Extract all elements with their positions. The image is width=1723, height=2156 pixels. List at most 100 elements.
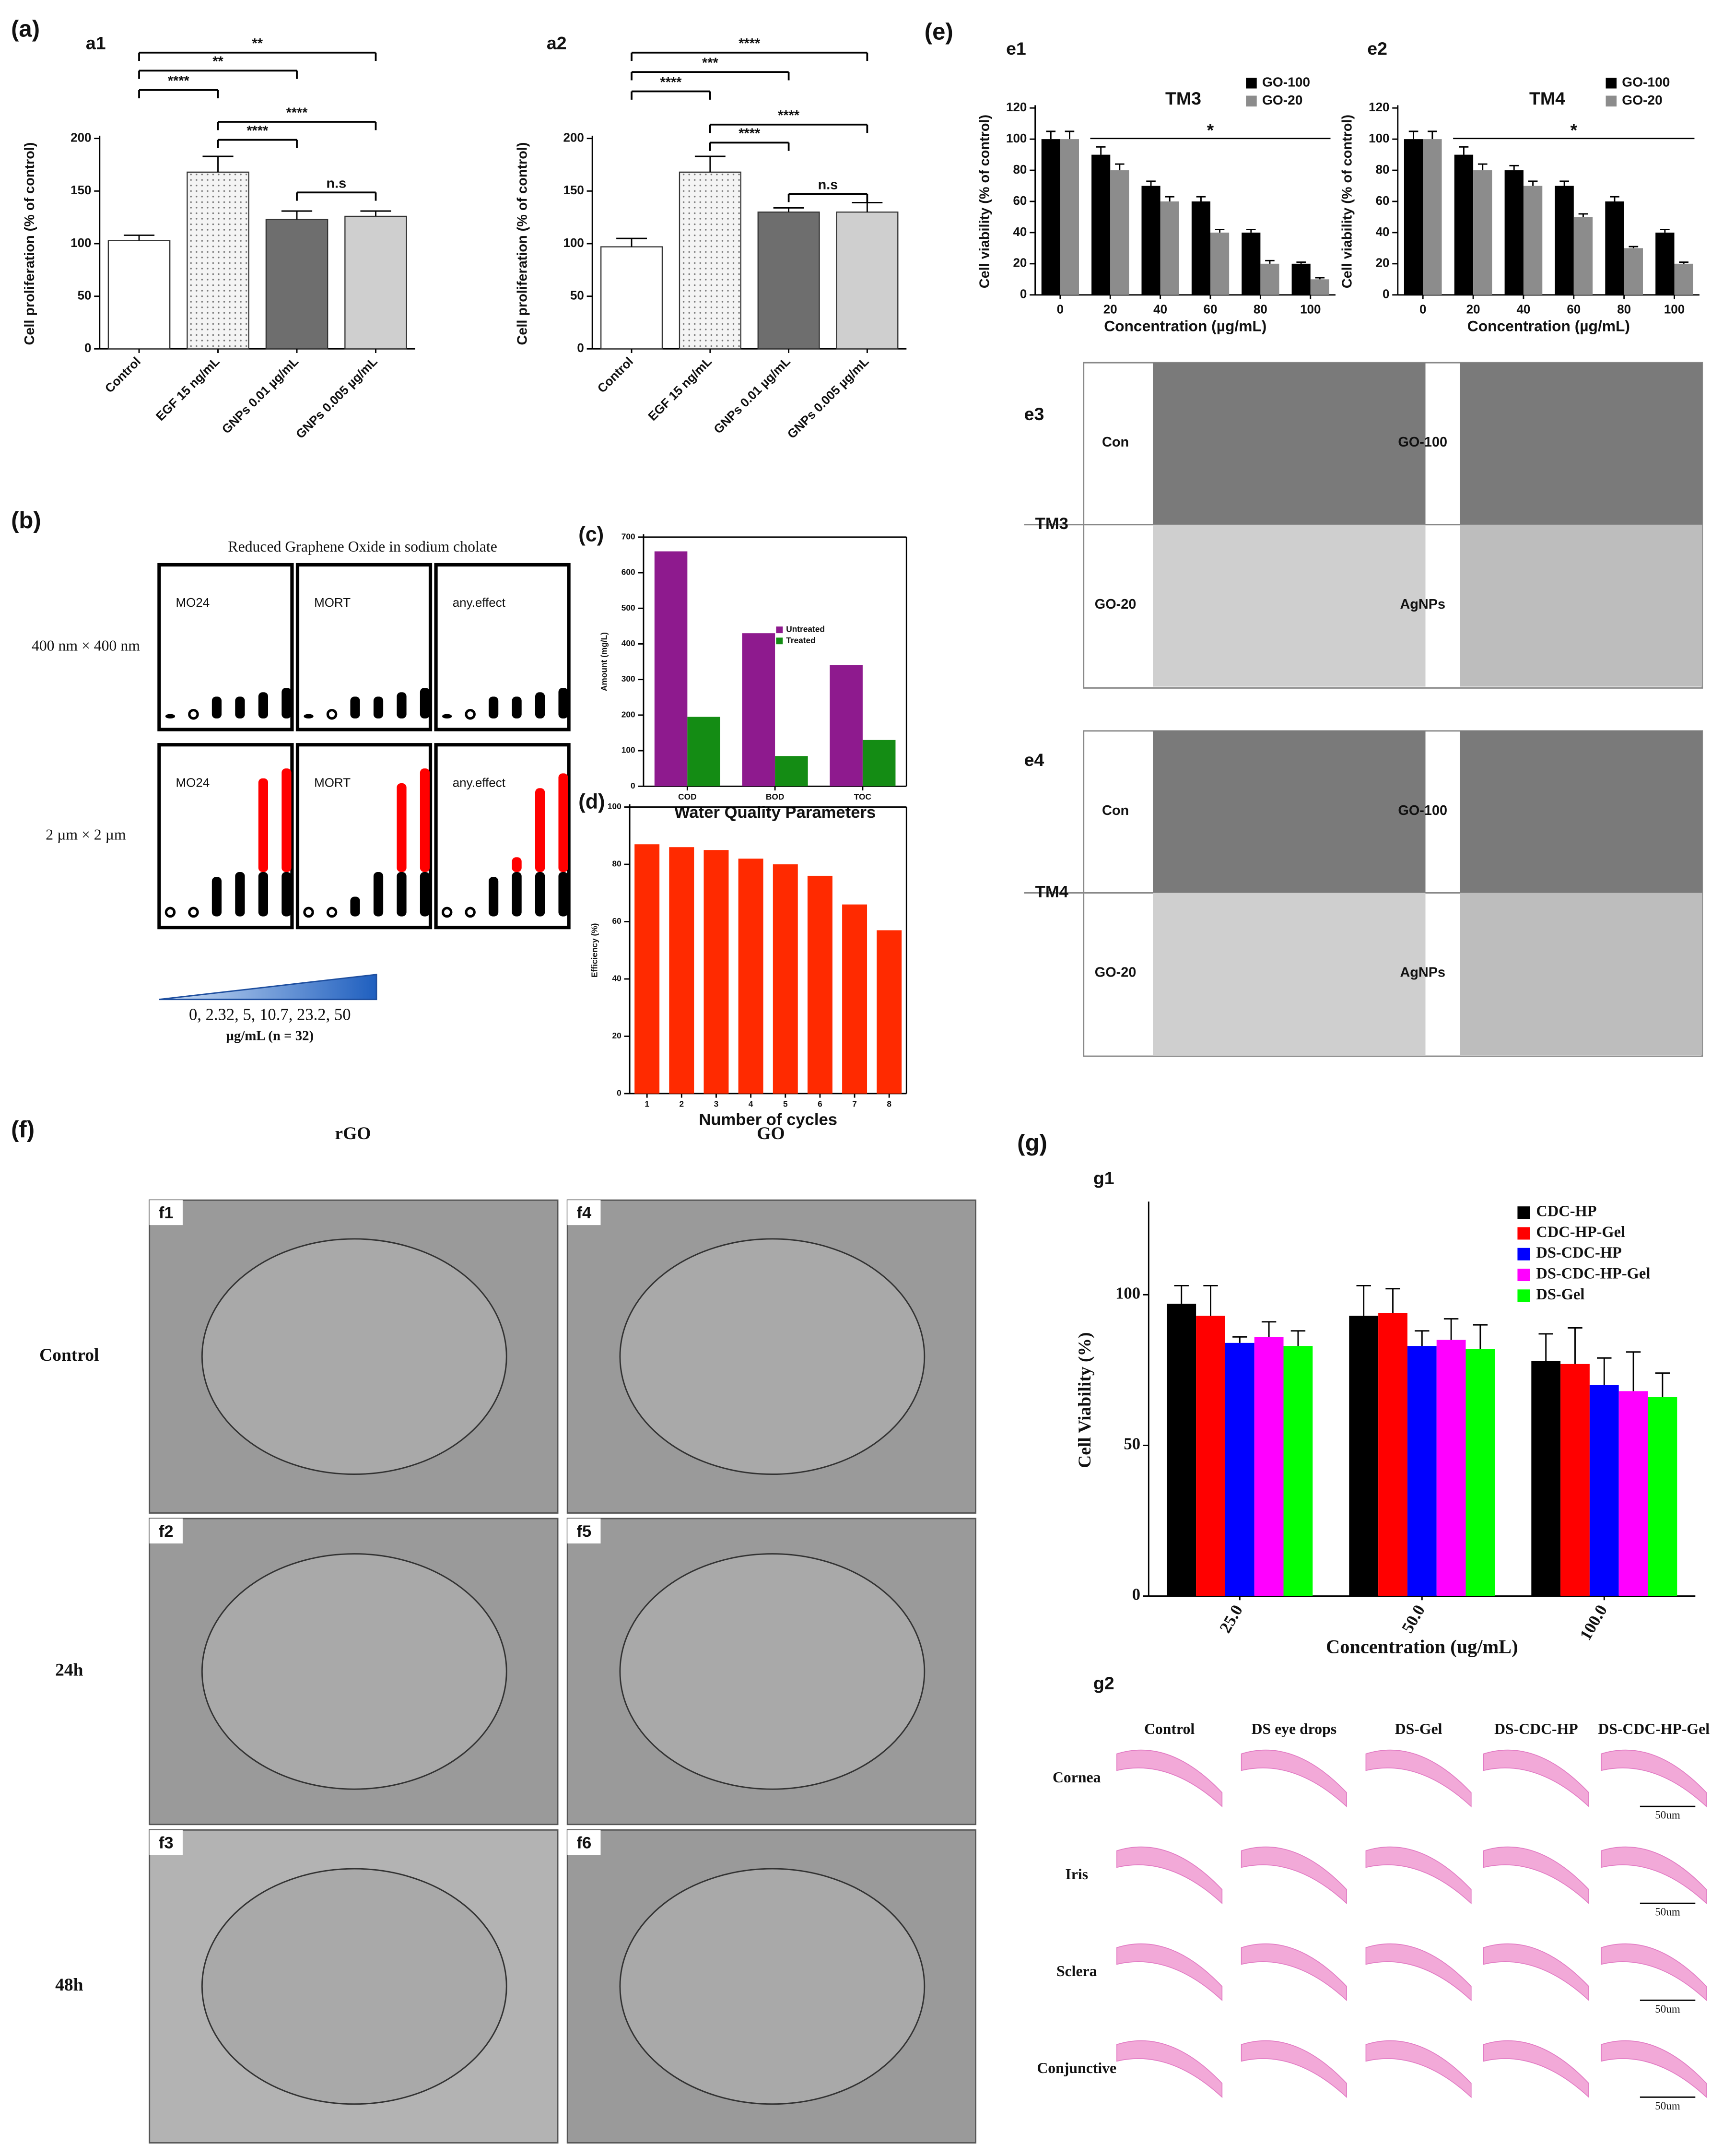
panel-label: (a) (11, 16, 40, 42)
x-tick-label: 0 (1419, 302, 1426, 316)
panel-label: (f) (11, 1117, 35, 1143)
zero-mark (326, 708, 338, 720)
tag-bg (149, 1518, 183, 1543)
row-label: 24h (55, 1660, 83, 1680)
bar (165, 714, 176, 719)
y-tick-label: 150 (70, 183, 91, 197)
bar (669, 847, 694, 1094)
x-tick-label: EGF 15 ng/mL (153, 354, 223, 424)
legend-swatch (776, 626, 783, 634)
column-label: rGO (335, 1124, 371, 1143)
bar (1618, 1391, 1648, 1596)
y-tick-label: 20 (612, 1031, 621, 1040)
panel-tag: f4 (576, 1204, 592, 1222)
y-axis-label: Efficiency (%) (590, 923, 599, 978)
y-tick-label: 60 (612, 916, 621, 926)
tissue-section (1116, 1846, 1223, 1905)
bar (1555, 186, 1574, 295)
bar (1504, 170, 1524, 295)
bar (304, 714, 314, 719)
error-bar (281, 210, 313, 220)
error-bar (1265, 259, 1275, 264)
y-tick-label: 150 (563, 183, 584, 197)
error-bar (1232, 1336, 1247, 1343)
error-bar (1597, 1357, 1612, 1385)
zero-mark (188, 907, 199, 918)
significance: ** (252, 36, 263, 51)
bar (1260, 263, 1279, 295)
x-tick-label: 3 (714, 1099, 719, 1109)
bar (281, 688, 292, 719)
y-tick-label: 0 (617, 1088, 621, 1098)
bar (1041, 139, 1060, 295)
significance: n.s (326, 176, 346, 191)
x-axis-label: Concentration (µg/mL) (1104, 318, 1266, 335)
legend-swatch (1246, 77, 1257, 89)
significance: *** (702, 55, 718, 71)
panel-label: (d) (578, 790, 605, 813)
image-label: GO-20 (1095, 597, 1137, 612)
tissue-section (1365, 1749, 1472, 1808)
y-tick-label: 600 (621, 567, 635, 577)
panel-label: e1 (1006, 38, 1026, 59)
bar (1674, 263, 1693, 295)
error-bar (123, 235, 155, 241)
y-tick-label: 100 (1006, 131, 1027, 145)
significance: **** (738, 126, 761, 141)
significance: ** (212, 54, 223, 70)
column-label: GO (757, 1124, 785, 1143)
y-tick-label: 200 (563, 130, 584, 145)
image-label: GO-20 (1095, 965, 1137, 980)
x-tick-label: GNPs 0.01 µg/mL (219, 354, 302, 436)
significance: n.s (818, 177, 838, 192)
x-tick-label: Control (102, 354, 143, 395)
row-label: Sclera (1056, 1963, 1097, 1979)
bar (836, 212, 899, 350)
bar (600, 246, 663, 350)
y-tick-label: 60 (1376, 193, 1390, 208)
panel-box (157, 743, 294, 930)
bar (535, 692, 545, 719)
tag-bg (567, 1518, 601, 1543)
bar (1060, 139, 1079, 295)
x-tick-label: GNPs 0.005 µg/mL (293, 354, 380, 441)
tissue-section (1116, 1749, 1223, 1808)
tissue-section (1365, 2040, 1472, 2098)
bar (265, 219, 328, 350)
tissue-section (1601, 2040, 1707, 2098)
bar (489, 696, 499, 719)
bar (830, 665, 863, 787)
bar (281, 872, 292, 917)
panel-tag: f2 (159, 1522, 174, 1541)
bar (535, 872, 545, 917)
legend-label: GO-20 (1622, 93, 1662, 107)
bar (1191, 201, 1210, 295)
error-bar (1428, 130, 1437, 140)
error-bar (1578, 213, 1588, 217)
bar (420, 768, 430, 872)
y-tick-label: 0 (1020, 287, 1027, 301)
y-tick-label: 300 (621, 674, 635, 683)
legend-label: CDC-HP-Gel (1536, 1224, 1625, 1241)
bar (1573, 217, 1593, 295)
error-bar (1629, 246, 1639, 248)
bar (738, 859, 763, 1094)
error-bar (1559, 180, 1569, 186)
x-tick-label: 20 (1103, 302, 1117, 316)
error-bar (1610, 196, 1619, 201)
bar (877, 930, 902, 1094)
significance: * (1571, 120, 1578, 140)
bar (1423, 139, 1442, 295)
x-tick-label: 1 (645, 1099, 649, 1109)
bar (654, 551, 688, 787)
panel-title: any.effect (453, 775, 506, 789)
panel-title: MORT (314, 775, 351, 789)
bar (420, 688, 430, 719)
panel-label: (g) (1017, 1131, 1047, 1156)
tissue-section (1483, 1846, 1589, 1905)
panel-label: g2 (1093, 1673, 1114, 1693)
bar (1091, 154, 1111, 295)
scale-label: 50um (1655, 1809, 1680, 1821)
error-bar (1408, 130, 1418, 140)
